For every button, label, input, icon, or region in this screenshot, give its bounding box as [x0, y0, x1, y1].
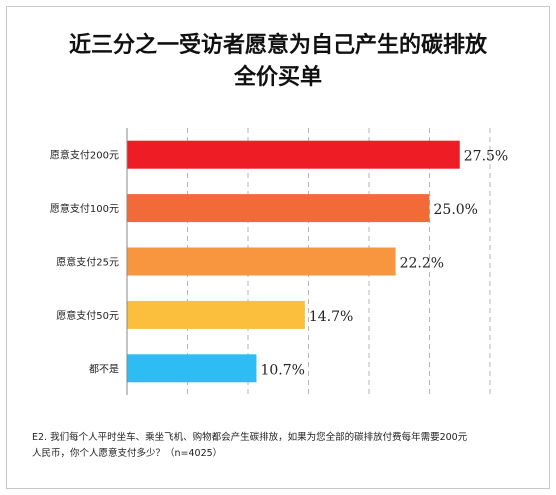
chart-title: 近三分之一受访者愿意为自己产生的碳排放 全价买单 — [0, 30, 556, 94]
bar-4 — [127, 354, 257, 383]
chart-title-line-1: 近三分之一受访者愿意为自己产生的碳排放 — [68, 33, 487, 58]
bar-0 — [127, 140, 460, 169]
value-label-0: 27.5% — [464, 149, 508, 165]
footnote-line-2: 人民币，你个人愿意支付多少？（n=4025） — [32, 448, 223, 459]
bar-3 — [127, 300, 305, 329]
category-label-0: 愿意支付200元 — [50, 149, 119, 162]
value-label-2: 22.2% — [400, 256, 444, 272]
category-label-4: 都不是 — [89, 363, 119, 375]
category-label-2: 愿意支付25元 — [56, 256, 119, 269]
category-label-1: 愿意支付100元 — [50, 202, 119, 215]
value-label-3: 14.7% — [309, 309, 353, 325]
category-label-3: 愿意支付50元 — [56, 309, 119, 322]
bar-2 — [127, 247, 396, 276]
bar-1 — [127, 194, 430, 223]
value-label-4: 10.7% — [260, 362, 304, 378]
value-label-1: 25.0% — [434, 202, 478, 218]
chart-title-line-2: 全价买单 — [233, 65, 322, 90]
footnote-line-1: E2. 我们每个人平时坐车、乘坐飞机、购物都会产生碳排放，如果为您全部的碳排放付… — [32, 432, 468, 443]
footnote: E2. 我们每个人平时坐车、乘坐飞机、购物都会产生碳排放，如果为您全部的碳排放付… — [32, 430, 532, 462]
